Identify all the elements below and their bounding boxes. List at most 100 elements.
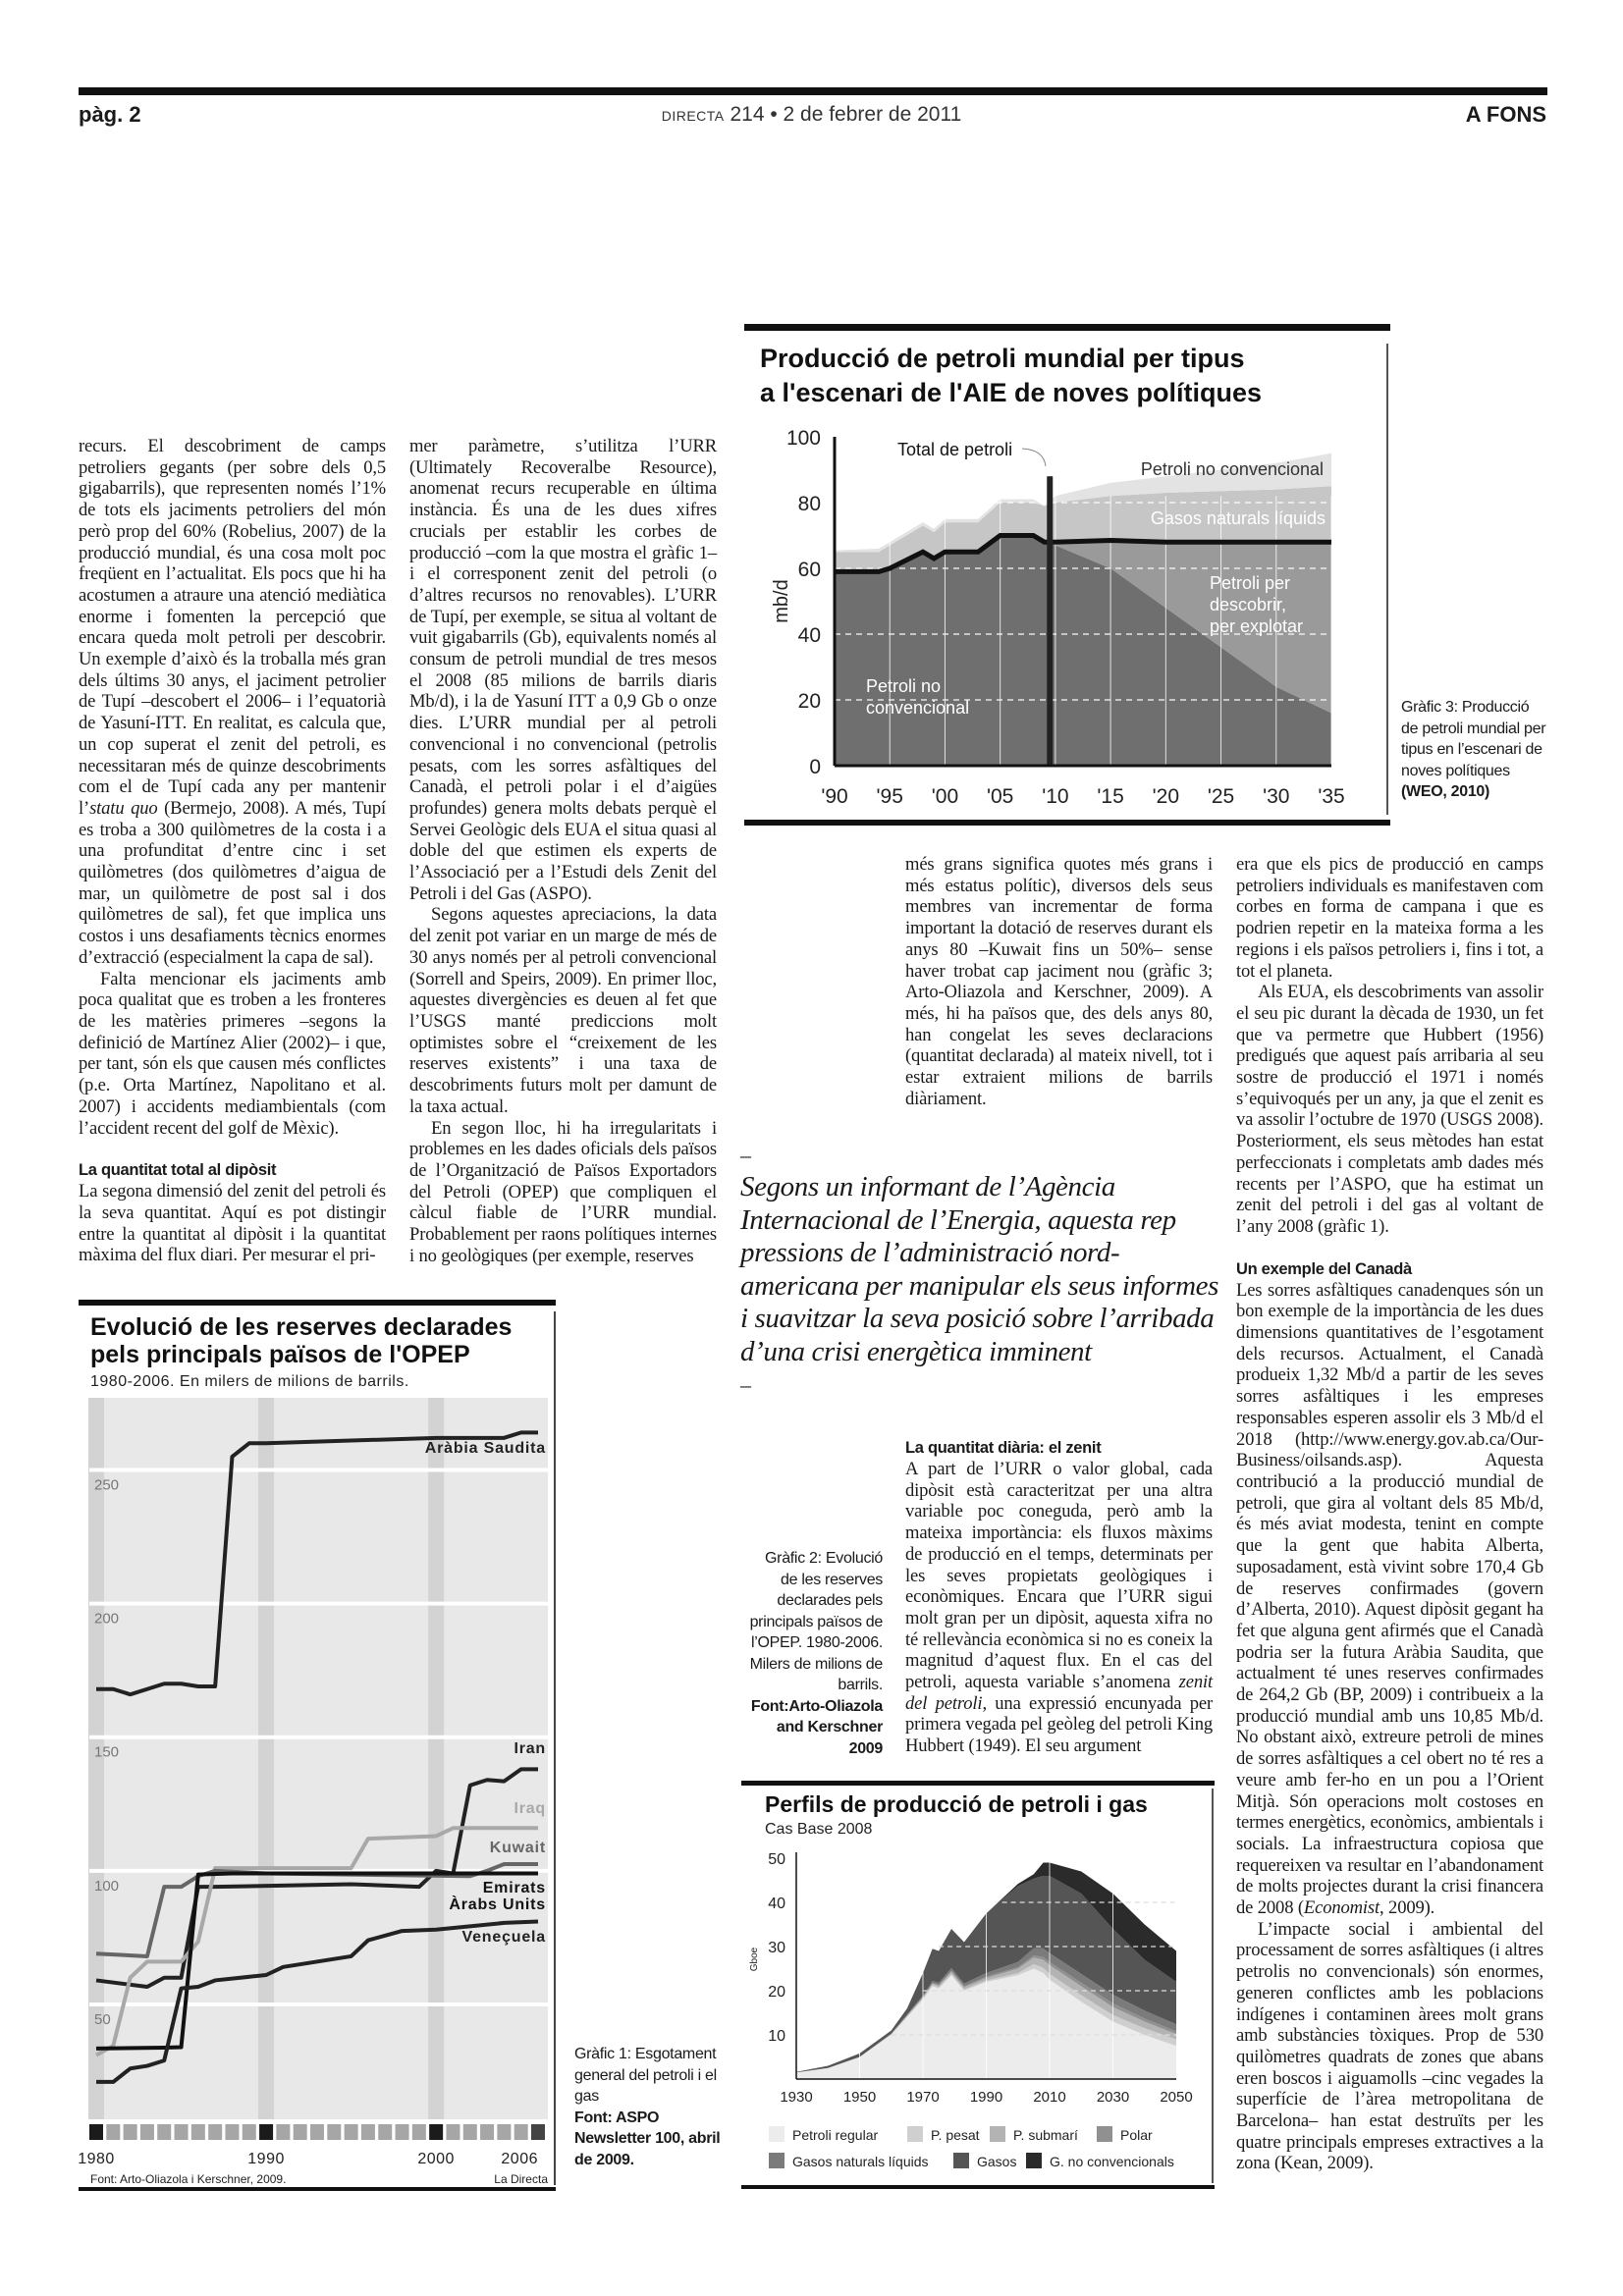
area-5	[796, 1948, 1176, 2073]
chart-title: a l'escenari de l'AIE de noves polítique…	[760, 378, 1262, 407]
legend-swatch	[1026, 2153, 1042, 2168]
legend-swatch	[769, 2126, 784, 2142]
paragraph: En segon lloc, hi ha irregularitats i pr…	[409, 1117, 717, 1266]
chart-aie-production: Producció de petroli mundial per tipus a …	[744, 324, 1390, 826]
x-tick-label: 1930	[780, 2089, 812, 2106]
year-block	[225, 2124, 240, 2140]
right-border	[554, 1311, 556, 2185]
year-block	[344, 2124, 358, 2140]
legend-swatch	[990, 2126, 1005, 2142]
year-block	[310, 2124, 324, 2140]
y-tick-label: 250	[94, 1477, 119, 1494]
x-tick-label: '25	[1208, 785, 1234, 808]
caption-text: Gràfic 1: Esgotament general del petroli…	[574, 2046, 717, 2105]
series-line-4	[95, 1862, 538, 1958]
year-marker-bar	[1047, 476, 1054, 766]
x-tick-label: 1990	[970, 2089, 1002, 2106]
legend-swatch	[907, 2126, 923, 2142]
year-block	[190, 2124, 205, 2140]
paragraph: recurs. El descobriment de camps petroli…	[79, 436, 386, 968]
y-tick-label: 50	[768, 1851, 785, 1868]
italic-term: statu quo	[89, 797, 158, 819]
paragraph: mer paràmetre, s’utilitza l’URR (Ultimat…	[409, 436, 717, 904]
year-block	[327, 2124, 342, 2140]
x-tick-label: 2050	[1160, 2089, 1192, 2106]
x-tick-label: '05	[987, 785, 1013, 808]
area-2	[835, 535, 1331, 714]
year-block	[531, 2124, 545, 2140]
y-tick-label: 0	[809, 756, 821, 778]
x-tick-label: '35	[1318, 785, 1344, 808]
bottom-rule	[741, 2185, 1215, 2189]
y-tick-label: 30	[768, 1940, 785, 1956]
year-block	[174, 2124, 189, 2140]
x-tick-label: 1970	[906, 2089, 939, 2106]
x-tick-label: 1980	[79, 2151, 115, 2167]
plot-background	[89, 1398, 548, 2119]
x-tick-label: 2030	[1097, 2089, 1129, 2106]
y-tick-label: 200	[94, 1611, 119, 1628]
area-1	[835, 535, 1331, 766]
top-rule	[79, 1300, 556, 1306]
caption-source: (WEO, 2010)	[1401, 783, 1490, 800]
paragraph: A part de l’URR o valor global, cada dip…	[905, 1459, 1214, 1757]
series-line-5	[95, 1871, 538, 2051]
paragraph: Falta mencionar els jaciments amb poca q…	[79, 968, 386, 1139]
x-tick-label: '30	[1263, 785, 1289, 808]
legend-label: Petroli regular	[792, 2127, 878, 2143]
paragraph: La segona dimensió del zenit del petroli…	[79, 1181, 386, 1266]
label-series-2: descobrir,	[1210, 595, 1286, 614]
publication-line: DIRECTA 214 • 2 de febrer de 2011	[0, 102, 1623, 129]
x-tick-label: 2000	[417, 2151, 455, 2167]
paragraph: Als EUA, els descobriments van assolir e…	[1236, 982, 1543, 1237]
publication-name: DIRECTA	[661, 108, 725, 124]
chart-title: Evolució de les reserves declarades	[90, 1313, 512, 1341]
year-block	[208, 2124, 223, 2140]
top-rule	[741, 1781, 1215, 1786]
paragraph: més grans significa quotes més grans i m…	[905, 854, 1213, 1109]
total-oil-line	[835, 533, 1331, 574]
series-label: Iraq	[514, 1800, 546, 1817]
quote-dash-top: –	[740, 1143, 751, 1167]
chart-credit: La Directa	[494, 2172, 548, 2186]
quote-text: Segons un informant de l’Agència Interna…	[740, 1171, 1219, 1367]
area-4	[796, 1955, 1176, 2073]
column-2: mer paràmetre, s’utilitza l’URR (Ultimat…	[409, 436, 717, 1266]
year-block	[259, 2124, 274, 2140]
x-tick-label: 2006	[501, 2151, 538, 2167]
legend-label: Gasos naturals líquids	[792, 2154, 929, 2169]
chart-source: Font: Arto-Oliazola i Kerschner, 2009.	[90, 2172, 286, 2186]
y-tick-label: 10	[768, 2028, 785, 2045]
caption-text: Gràfic 3: Producció de petroli mundial p…	[1401, 699, 1546, 779]
right-border	[1212, 1789, 1214, 2183]
series-label: Àrabs Units	[449, 1895, 546, 1913]
chart-subtitle: 1980-2006. En milers de milions de barri…	[90, 1373, 409, 1390]
label-leader-line	[1021, 448, 1047, 467]
year-block	[395, 2124, 409, 2140]
year-block	[446, 2124, 460, 2140]
year-block	[242, 2124, 256, 2140]
x-tick-label: '15	[1097, 785, 1123, 808]
caption-text: Gràfic 2: Evolució de les reserves decla…	[749, 1550, 884, 1693]
column-1: recurs. El descobriment de camps petroli…	[79, 436, 386, 1266]
series-line-3	[95, 1826, 538, 2057]
legend-label: Gasos	[977, 2154, 1016, 2169]
caption-grafic-1: Gràfic 1: Esgotament general del petroli…	[574, 2044, 722, 2170]
year-block	[411, 2124, 426, 2140]
quote-dash-bottom: –	[740, 1372, 751, 1397]
legend-label: Polar	[1120, 2127, 1153, 2143]
decade-band	[428, 1398, 445, 2119]
top-rule	[744, 324, 1390, 331]
column-3: més grans significa quotes més grans i m…	[905, 854, 1213, 1109]
x-tick-label: 2010	[1033, 2089, 1065, 2106]
chart-title: pels principals països de l'OPEP	[90, 1341, 470, 1368]
chart-opep-reserves: Evolució de les reserves declaradespels …	[79, 1300, 556, 2191]
legend-swatch	[953, 2153, 969, 2168]
y-tick-label: 40	[798, 624, 821, 647]
year-block	[276, 2124, 291, 2140]
y-axis-label: Gboe	[749, 1947, 760, 1971]
year-block	[480, 2124, 495, 2140]
decade-band	[258, 1398, 275, 2119]
area-4	[835, 453, 1331, 553]
x-tick-label: 1950	[843, 2089, 876, 2106]
